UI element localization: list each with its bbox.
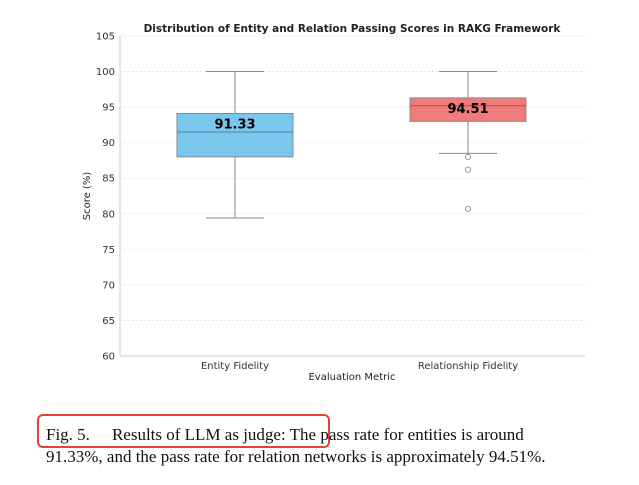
y-tick-label-70: 70 [102,280,115,291]
y-tick-label-60: 60 [102,352,115,363]
mean-label-relationship-fidelity: 94.51 [447,102,488,117]
y-tick-label-100: 100 [96,67,115,78]
figure-caption: Fig. 5. Results of LLM as judge: The pass… [46,424,608,468]
y-tick-label-105: 105 [96,32,115,43]
y-tick-label-80: 80 [102,209,115,220]
box-plot-chart: Distribution of Entity and Relation Pass… [82,23,585,383]
axes [119,36,585,357]
caption-figure-label: Fig. 5. [46,425,90,444]
caption-highlight-box [37,414,330,448]
y-tick-label-95: 95 [102,103,115,114]
chart-title: Distribution of Entity and Relation Pass… [144,23,562,35]
outlier-point-relationship-fidelity-1 [464,166,472,173]
x-axis-label: Evaluation Metric [308,372,395,383]
y-tick-label-65: 65 [102,316,115,327]
x-tick-label-entity-fidelity: Entity Fidelity [201,361,269,372]
y-tick-label-85: 85 [102,174,115,185]
caption-text-line2: 91.33%, and the pass rate for relation n… [46,447,546,466]
caption-highlighted-title: Results of LLM as judge: [111,425,286,444]
y-tick-label-75: 75 [102,245,115,256]
iqr-box-relationship-fidelity [409,97,527,122]
x-tick-labels: Entity Fidelity Relationship Fidelity [201,361,518,372]
boxes: 91.33 94.51 [176,71,527,219]
x-tick-label-relationship-fidelity: Relationship Fidelity [418,361,518,372]
box-entity-fidelity: 91.33 [176,71,294,219]
iqr-box-entity-fidelity [176,113,294,158]
outlier-point-relationship-fidelity-2 [464,205,472,212]
outlier-point-relationship-fidelity-0 [464,153,472,160]
box-relationship-fidelity: 94.51 [409,71,527,212]
grid-lines [120,35,585,357]
y-tick-labels: 60 65 70 75 80 85 90 95 100 105 [96,32,115,363]
y-tick-label-90: 90 [102,138,115,149]
y-axis-label: Score (%) [82,172,93,221]
mean-label-entity-fidelity: 91.33 [214,118,255,133]
caption-text-line1: The pass rate for entities is around [289,425,524,444]
